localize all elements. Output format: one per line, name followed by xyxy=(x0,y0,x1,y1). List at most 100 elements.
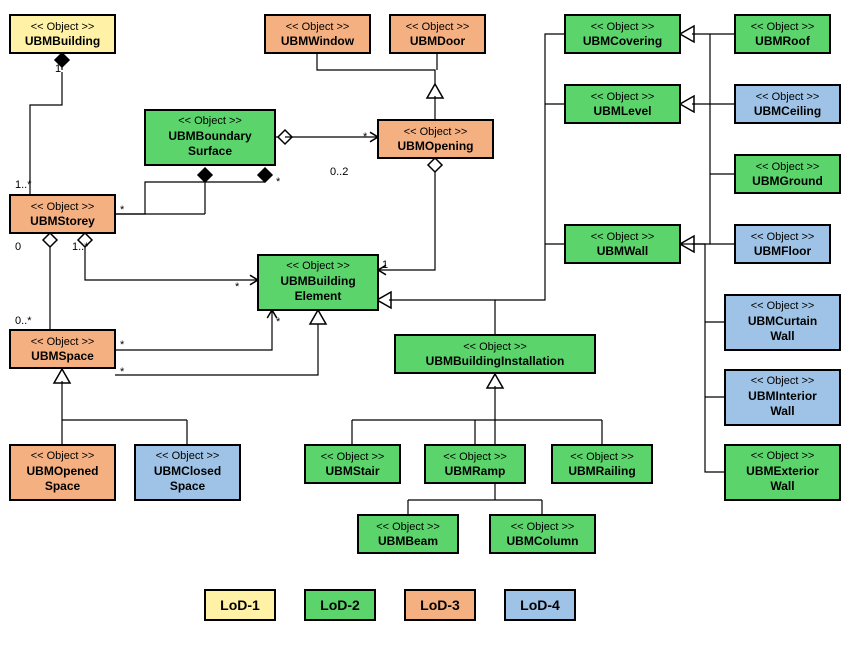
class-UBMBoundarySurface: << Object >>UBMBoundarySurface xyxy=(145,110,275,165)
svg-text:UBMGround: UBMGround xyxy=(752,174,823,188)
uml-diagram: << Object >>UBMBuilding<< Object >>UBMWi… xyxy=(0,0,855,645)
svg-text:UBMCovering: UBMCovering xyxy=(583,34,662,48)
svg-text:UBMSpace: UBMSpace xyxy=(31,349,94,363)
svg-text:<< Object >>: << Object >> xyxy=(591,91,655,103)
svg-text:UBMRoof: UBMRoof xyxy=(755,34,811,48)
multiplicity: * xyxy=(363,131,368,143)
svg-text:<< Object >>: << Object >> xyxy=(751,231,815,243)
svg-text:UBMRamp: UBMRamp xyxy=(445,464,506,478)
svg-text:UBMClosed: UBMClosed xyxy=(154,464,221,478)
svg-text:<< Object >>: << Object >> xyxy=(286,260,350,272)
multiplicity: * xyxy=(120,366,125,378)
class-UBMWall: << Object >>UBMWall xyxy=(565,225,680,263)
svg-text:<< Object >>: << Object >> xyxy=(591,231,655,243)
class-UBMColumn: << Object >>UBMColumn xyxy=(490,515,595,553)
svg-text:UBMBeam: UBMBeam xyxy=(378,534,438,548)
svg-text:UBMCurtain: UBMCurtain xyxy=(748,314,817,328)
class-UBMCurtainWall: << Object >> UBMCurtainWall xyxy=(725,295,840,350)
multiplicity: 1 xyxy=(382,259,388,271)
class-UBMOpening: << Object >>UBMOpening xyxy=(378,120,493,158)
class-UBMWindow: << Object >>UBMWindow xyxy=(265,15,370,53)
multiplicity: * xyxy=(120,339,125,351)
svg-text:UBMBuilding: UBMBuilding xyxy=(25,34,100,48)
multiplicity: 1..* xyxy=(72,241,89,253)
svg-text:<< Object >>: << Object >> xyxy=(751,450,815,462)
class-UBMExteriorWall: << Object >> UBMExteriorWall xyxy=(725,445,840,500)
legend-LoD-2: LoD-2 xyxy=(305,590,375,620)
class-UBMLevel: << Object >>UBMLevel xyxy=(565,85,680,123)
class-UBMRamp: << Object >>UBMRamp xyxy=(425,445,525,483)
svg-text:UBMOpening: UBMOpening xyxy=(398,139,474,153)
svg-text:<< Object >>: << Object >> xyxy=(751,375,815,387)
svg-text:LoD-1: LoD-1 xyxy=(220,597,260,613)
class-UBMOpenedSpace: << Object >> UBMOpenedSpace xyxy=(10,445,115,500)
svg-text:UBMRailing: UBMRailing xyxy=(568,464,635,478)
svg-text:<< Object >>: << Object >> xyxy=(31,336,95,348)
multiplicity: 0..2 xyxy=(330,166,348,178)
svg-text:<< Object >>: << Object >> xyxy=(751,21,815,33)
svg-text:UBMExterior: UBMExterior xyxy=(746,464,819,478)
svg-text:<< Object >>: << Object >> xyxy=(443,451,507,463)
svg-text:UBMStorey: UBMStorey xyxy=(30,214,95,228)
svg-text:<< Object >>: << Object >> xyxy=(756,161,820,173)
class-UBMGround: << Object >>UBMGround xyxy=(735,155,840,193)
multiplicity: * xyxy=(276,316,281,328)
class-UBMDoor: << Object >>UBMDoor xyxy=(390,15,485,53)
svg-text:Wall: Wall xyxy=(770,404,794,418)
svg-text:Element: Element xyxy=(295,289,342,303)
svg-text:UBMInterior: UBMInterior xyxy=(748,389,817,403)
svg-text:<< Object >>: << Object >> xyxy=(376,521,440,533)
svg-text:UBMBoundary: UBMBoundary xyxy=(168,129,252,143)
svg-text:Space: Space xyxy=(170,479,206,493)
svg-text:<< Object >>: << Object >> xyxy=(404,126,468,138)
class-UBMFloor: << Object >>UBMFloor xyxy=(735,225,830,263)
class-UBMBuildingInstallation: << Object >>UBMBuildingInstallation xyxy=(395,335,595,373)
class-UBMRoof: << Object >>UBMRoof xyxy=(735,15,830,53)
class-UBMStorey: << Object >>UBMStorey xyxy=(10,195,115,233)
legend-LoD-3: LoD-3 xyxy=(405,590,475,620)
multiplicity: 1..* xyxy=(15,179,32,191)
multiplicity: 0 xyxy=(15,241,21,253)
svg-text:UBMBuilding: UBMBuilding xyxy=(280,274,355,288)
svg-text:Space: Space xyxy=(45,479,81,493)
svg-text:<< Object >>: << Object >> xyxy=(591,21,655,33)
svg-text:UBMLevel: UBMLevel xyxy=(593,104,651,118)
svg-text:UBMWall: UBMWall xyxy=(597,244,649,258)
svg-text:LoD-2: LoD-2 xyxy=(320,597,360,613)
svg-text:<< Object >>: << Object >> xyxy=(463,341,527,353)
legend-LoD-1: LoD-1 xyxy=(205,590,275,620)
svg-text:<< Object >>: << Object >> xyxy=(570,451,634,463)
svg-text:<< Object >>: << Object >> xyxy=(511,521,575,533)
svg-text:<< Object >>: << Object >> xyxy=(751,300,815,312)
svg-text:<< Object >>: << Object >> xyxy=(178,115,242,127)
svg-text:<< Object >>: << Object >> xyxy=(31,21,95,33)
class-UBMCeiling: << Object >>UBMCeiling xyxy=(735,85,840,123)
svg-text:LoD-3: LoD-3 xyxy=(420,597,460,613)
class-UBMInteriorWall: << Object >> UBMInteriorWall xyxy=(725,370,840,425)
multiplicity: * xyxy=(276,176,281,188)
multiplicity: 1 xyxy=(55,63,61,75)
svg-text:UBMCeiling: UBMCeiling xyxy=(754,104,821,118)
svg-text:UBMFloor: UBMFloor xyxy=(754,244,812,258)
svg-text:Wall: Wall xyxy=(770,329,794,343)
class-UBMBuilding: << Object >>UBMBuilding xyxy=(10,15,115,53)
class-UBMCovering: << Object >>UBMCovering xyxy=(565,15,680,53)
svg-text:UBMWindow: UBMWindow xyxy=(281,34,355,48)
class-UBMBuildingElement: << Object >> UBMBuildingElement xyxy=(258,255,378,310)
svg-text:<< Object >>: << Object >> xyxy=(286,21,350,33)
svg-text:<< Object >>: << Object >> xyxy=(156,450,220,462)
svg-text:LoD-4: LoD-4 xyxy=(520,597,560,613)
svg-text:<< Object >>: << Object >> xyxy=(321,451,385,463)
multiplicity: * xyxy=(120,204,125,216)
svg-text:<< Object >>: << Object >> xyxy=(31,201,95,213)
svg-text:UBMOpened: UBMOpened xyxy=(27,464,99,478)
svg-text:Wall: Wall xyxy=(770,479,794,493)
svg-text:<< Object >>: << Object >> xyxy=(31,450,95,462)
multiplicity: 0..* xyxy=(15,315,32,327)
class-UBMStair: << Object >>UBMStair xyxy=(305,445,400,483)
class-UBMBeam: << Object >>UBMBeam xyxy=(358,515,458,553)
svg-text:<< Object >>: << Object >> xyxy=(756,91,820,103)
class-UBMRailing: << Object >>UBMRailing xyxy=(552,445,652,483)
svg-text:UBMStair: UBMStair xyxy=(325,464,379,478)
multiplicity: * xyxy=(235,281,240,293)
